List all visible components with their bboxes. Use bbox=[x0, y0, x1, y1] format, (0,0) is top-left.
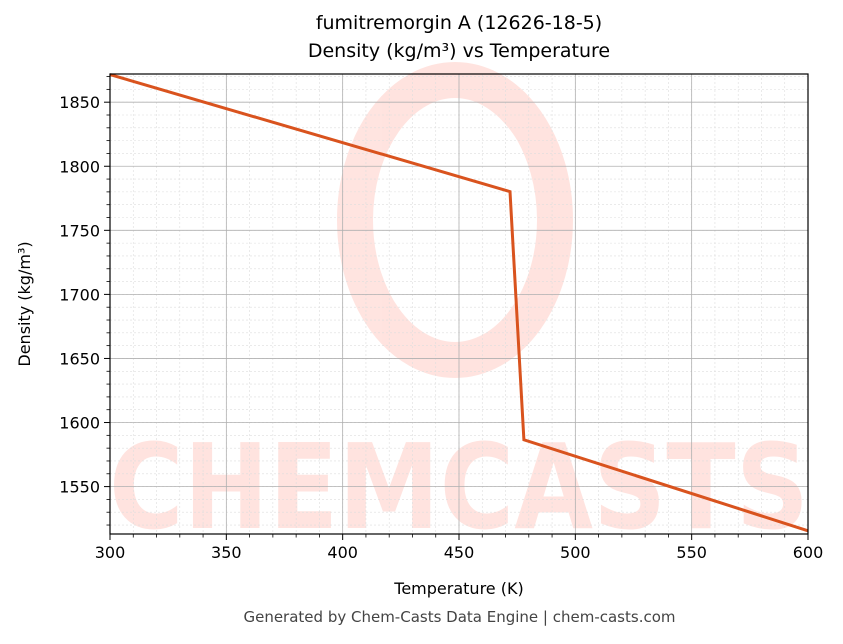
x-tick-label: 300 bbox=[95, 543, 126, 562]
y-tick-label: 1650 bbox=[59, 349, 100, 368]
x-tick-label: 500 bbox=[560, 543, 591, 562]
y-axis-label: Density (kg/m³) bbox=[15, 241, 34, 366]
footer-credit: Generated by Chem-Casts Data Engine | ch… bbox=[243, 608, 676, 626]
y-tick-label: 1700 bbox=[59, 285, 100, 304]
y-axis: 1550 1600 1650 1700 1750 1800 1850 Density (kg/… bbox=[15, 76, 110, 526]
y-tick-label: 1800 bbox=[59, 157, 100, 176]
chart-subtitle: Density (kg/m³) vs Temperature bbox=[307, 40, 611, 62]
x-axis: 300 350 400 450 500 550 600 Temperature (K) bbox=[95, 534, 824, 598]
grid bbox=[109, 74, 809, 534]
x-tick-label: 400 bbox=[327, 543, 358, 562]
y-tick-label: 1600 bbox=[59, 414, 100, 433]
density-line bbox=[109, 73, 809, 533]
y-tick-label: 1850 bbox=[59, 93, 100, 112]
watermark: CHEMCASTS bbox=[109, 62, 809, 556]
chart-title: fumitremorgin A (12626-18-5) bbox=[315, 12, 603, 34]
x-tick-label: 550 bbox=[676, 543, 707, 562]
x-axis-label: Temperature (K) bbox=[393, 579, 523, 598]
y-tick-label: 1550 bbox=[59, 478, 100, 497]
y-tick-label: 1750 bbox=[59, 221, 100, 240]
x-tick-label: 350 bbox=[211, 543, 242, 562]
x-tick-label: 600 bbox=[793, 543, 824, 562]
x-tick-label: 450 bbox=[444, 543, 475, 562]
